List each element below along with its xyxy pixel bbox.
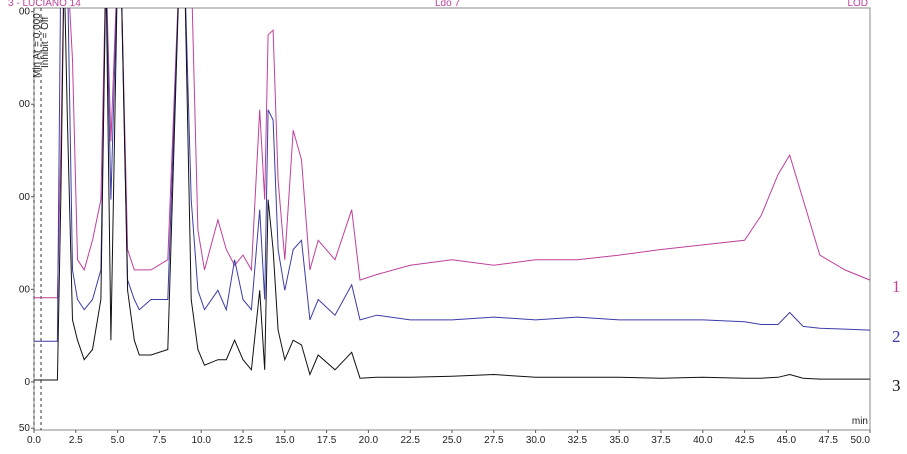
x-tick-label: 40.0 [693,435,713,446]
trace [34,8,870,342]
x-tick-label: 7.5 [152,435,166,446]
x-tick-label: 0.0 [27,435,41,446]
y-tick-label: 0 [24,377,30,388]
x-tick-label: 50.0 [851,435,871,446]
trace-label: 2 [892,327,901,346]
trace [34,8,870,381]
trace-label: 1 [892,277,901,296]
run-label: 3 - LUCIANO 14 [8,0,81,9]
event-label: Min Ar = 0.000 [32,13,43,78]
x-tick-label: 32.5 [568,435,588,446]
x-tick-label: 2.5 [69,435,83,446]
x-tick-label: 27.5 [484,435,504,446]
y-tick-label: 00 [19,7,31,18]
x-tick-label: 10.0 [191,435,211,446]
detector-label: LOD [847,0,868,9]
trace-label: 3 [892,376,901,395]
plot-frame [33,7,871,431]
y-tick-label: 00 [19,192,31,203]
x-tick-label: 35.0 [609,435,629,446]
x-tick-label: 12.5 [233,435,253,446]
event-label: Inhibit = Off [40,17,51,68]
y-tick-label: 00 [19,99,31,110]
x-tick-label: 47.5 [818,435,838,446]
x-tick-label: 20.0 [359,435,379,446]
x-axis-label: min [852,416,868,427]
x-tick-label: 45.0 [777,435,797,446]
y-tick-label: 50 [19,423,31,434]
trace [34,8,870,299]
x-tick-label: 37.5 [651,435,671,446]
x-tick-label: 17.5 [317,435,337,446]
x-tick-label: 25.0 [442,435,462,446]
x-tick-label: 5.0 [111,435,125,446]
x-tick-label: 42.5 [735,435,755,446]
x-tick-label: 22.5 [400,435,420,446]
chart-title: Ldo 7 [435,0,460,9]
x-tick-label: 15.0 [275,435,295,446]
x-tick-label: 30.0 [526,435,546,446]
y-tick-label: 00 [19,284,31,295]
